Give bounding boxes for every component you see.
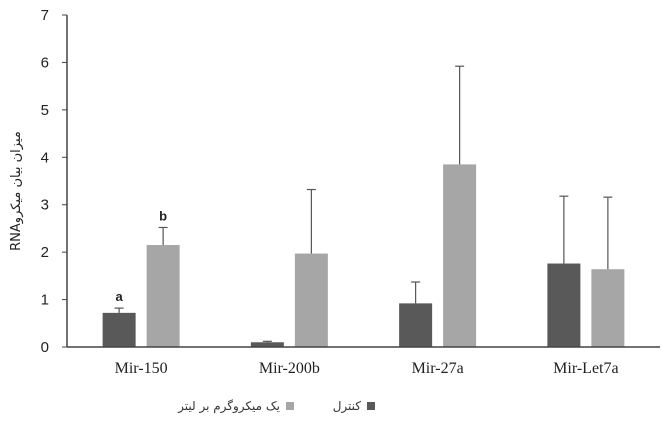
y-tick-label: 2 [41, 244, 49, 261]
y-tick-label: 6 [41, 54, 49, 71]
y-axis: 0 1 2 3 4 5 6 7 [41, 7, 68, 356]
significance-label: b [159, 208, 167, 223]
bar [250, 342, 284, 347]
legend: یک میکروگرم بر لیتر کنترل [177, 399, 375, 414]
y-tick-label: 3 [41, 197, 49, 214]
bar [547, 263, 581, 347]
y-tick-label: 7 [41, 7, 49, 24]
x-tick-label: Mir-150 [115, 360, 168, 377]
bar [294, 253, 328, 347]
y-axis-label: RNAمیزان بیان میکرو [9, 131, 24, 251]
bar [443, 164, 477, 347]
bar [399, 303, 433, 347]
y-tick-label: 4 [41, 149, 49, 166]
x-tick-label: Mir-27a [412, 360, 464, 377]
significance-label: a [116, 289, 124, 304]
x-axis: Mir-150 Mir-200b Mir-27a Mir-Let7a [67, 346, 660, 377]
bar [102, 312, 136, 347]
y-tick-label: 1 [41, 292, 49, 309]
x-tick-label: Mir-Let7a [553, 360, 618, 377]
bars: ab [102, 65, 625, 347]
y-tick-label: 0 [41, 339, 49, 356]
legend-label: کنترل [333, 399, 362, 414]
legend-label: یک میکروگرم بر لیتر [177, 399, 280, 414]
bar [146, 245, 180, 347]
bar [591, 269, 625, 347]
y-tick-label: 5 [41, 102, 49, 119]
legend-swatch [367, 402, 375, 410]
legend-swatch [286, 402, 294, 410]
x-tick-label: Mir-200b [259, 360, 320, 377]
